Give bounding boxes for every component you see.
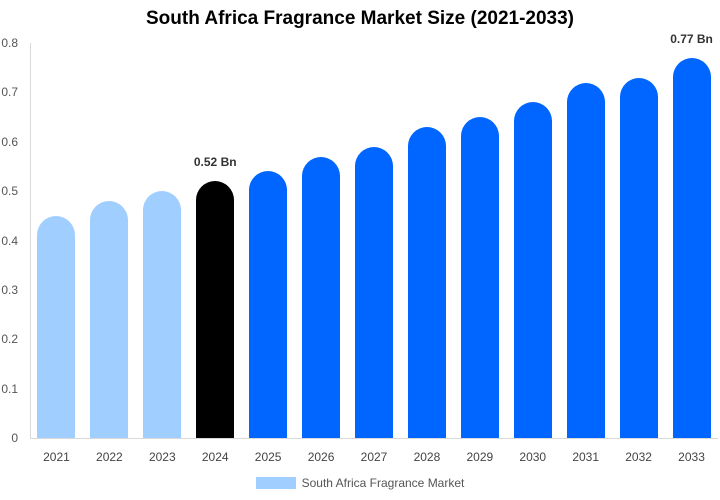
x-axis-line <box>30 438 718 439</box>
x-tick-label: 2022 <box>96 450 123 464</box>
y-tick-label: 0.7 <box>1 85 18 100</box>
bar-2028[interactable] <box>407 126 446 438</box>
bar-2026[interactable] <box>302 156 341 438</box>
data-label-2024: 0.52 Bn <box>193 155 237 170</box>
bar-2021[interactable] <box>37 215 76 438</box>
y-tick-label: 0 <box>11 431 18 445</box>
x-tick-label: 2027 <box>360 450 388 464</box>
legend-swatch <box>255 477 296 489</box>
y-tick-label: 0.4 <box>1 233 18 248</box>
x-tick-label: 2032 <box>625 450 652 464</box>
bar-2031[interactable] <box>566 82 605 438</box>
y-tick-label: 0.6 <box>1 134 18 149</box>
y-tick-label: 0.3 <box>1 282 18 297</box>
chart-title: South Africa Fragrance Market Size (2021… <box>145 8 575 29</box>
bar-2022[interactable] <box>90 201 129 438</box>
legend-label: South Africa Fragrance Market <box>301 476 465 490</box>
bar-2024[interactable] <box>196 181 235 438</box>
x-tick-label: 2030 <box>519 450 547 464</box>
x-tick-label: 2025 <box>254 450 282 464</box>
bar-2027[interactable] <box>355 146 393 438</box>
bar-2029[interactable] <box>460 117 499 438</box>
x-tick-label: 2028 <box>413 450 441 464</box>
x-tick-label: 2026 <box>307 450 335 464</box>
y-tick-label: 0.1 <box>1 381 18 396</box>
x-tick-label: 2021 <box>43 450 70 464</box>
bar-2032[interactable] <box>619 77 658 438</box>
x-tick-label: 2033 <box>678 450 705 464</box>
x-tick-label: 2023 <box>148 450 176 464</box>
legend[interactable]: South Africa Fragrance Market <box>0 476 720 490</box>
x-tick-label: 2031 <box>572 450 600 464</box>
bar-2023[interactable] <box>143 191 182 438</box>
data-label-2033: 0.77 Bn <box>670 31 713 46</box>
bar-2030[interactable] <box>513 102 552 438</box>
y-tick-label: 0.2 <box>1 332 18 347</box>
y-axis-line <box>30 43 31 438</box>
x-tick-label: 2024 <box>201 450 229 464</box>
bar-2033[interactable] <box>672 57 711 438</box>
bar-2025[interactable] <box>249 171 288 438</box>
y-tick-label: 0.8 <box>1 36 18 50</box>
y-tick-label: 0.5 <box>1 184 18 199</box>
x-tick-label: 2029 <box>466 450 494 464</box>
